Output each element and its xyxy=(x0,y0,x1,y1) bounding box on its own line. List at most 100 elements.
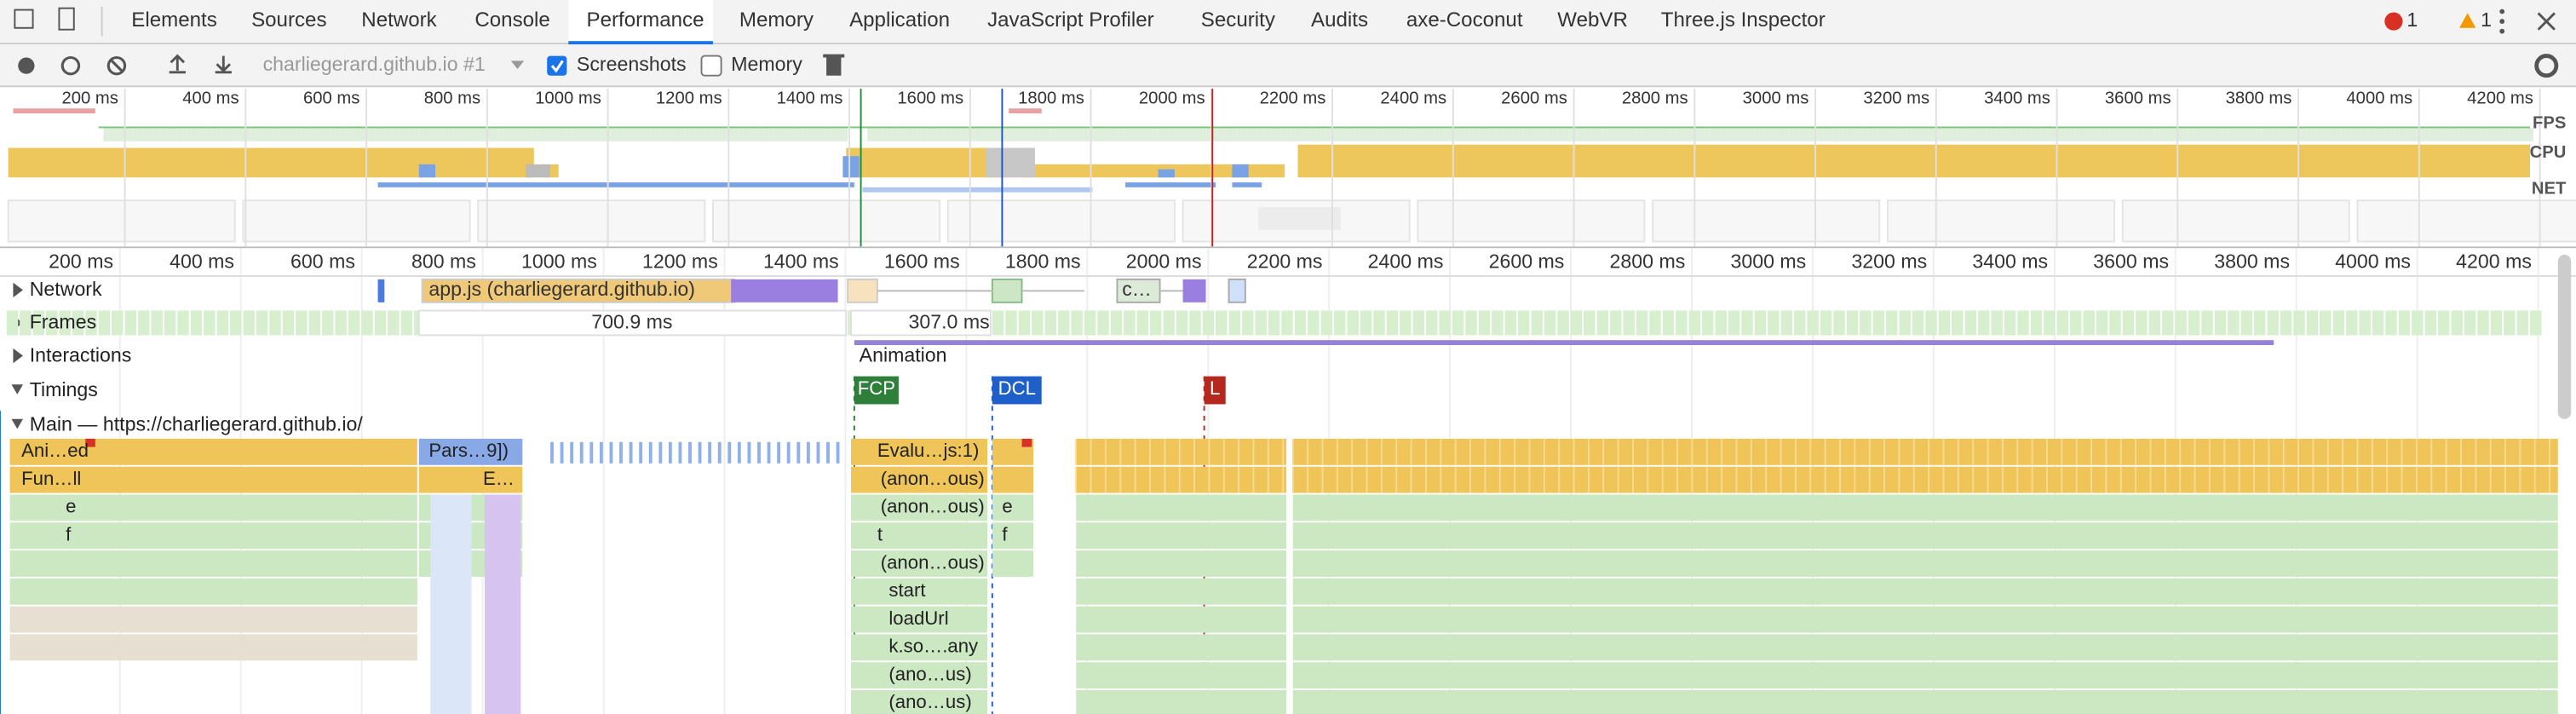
shape xyxy=(961,128,966,141)
track-title[interactable]: Network xyxy=(29,277,102,301)
flame-entry: (anon…ous) xyxy=(880,497,985,517)
shape xyxy=(2508,128,2514,141)
overview-tick: 3800 ms xyxy=(2225,89,2292,109)
shape xyxy=(1469,128,1474,141)
shape xyxy=(1276,128,1282,141)
screenshots-checkbox[interactable] xyxy=(547,55,567,76)
shape xyxy=(1465,310,1477,336)
warning-count: 1 xyxy=(2481,8,2493,32)
tab[interactable]: Security xyxy=(1200,8,1275,32)
tab[interactable]: Memory xyxy=(739,8,814,32)
shape xyxy=(98,126,2530,129)
tab[interactable]: Application xyxy=(849,8,951,32)
timeline-tick: 1000 ms xyxy=(521,250,597,274)
expand-arrow[interactable] xyxy=(11,418,23,429)
shape xyxy=(1936,128,1942,141)
load-button[interactable] xyxy=(169,54,186,74)
shape xyxy=(641,128,646,141)
shape xyxy=(1611,128,1617,141)
shape xyxy=(2121,199,2350,243)
tab[interactable]: Audits xyxy=(1310,8,1369,32)
expand-arrow[interactable] xyxy=(11,384,23,394)
shape xyxy=(532,128,538,141)
shape xyxy=(300,128,306,141)
shape xyxy=(344,128,350,141)
shape xyxy=(1833,310,1845,336)
shape xyxy=(137,310,150,336)
clear-button[interactable] xyxy=(106,55,127,76)
device-icon[interactable] xyxy=(58,7,75,31)
tab[interactable]: Three.js Inspector xyxy=(1660,8,1826,32)
tab[interactable]: Sources xyxy=(251,8,327,32)
shape xyxy=(827,128,833,141)
timeline-tick: 2400 ms xyxy=(1367,250,1444,274)
shape xyxy=(388,310,400,336)
timeline-tick: 4000 ms xyxy=(2335,250,2411,274)
shape xyxy=(1268,310,1280,336)
shape xyxy=(1158,128,1164,141)
shape xyxy=(599,441,603,464)
shape xyxy=(2025,128,2031,141)
settings-button[interactable] xyxy=(2534,54,2559,78)
shape xyxy=(2316,128,2322,141)
save-button[interactable] xyxy=(215,55,232,74)
record-button[interactable] xyxy=(18,57,35,74)
overview-tick: 3200 ms xyxy=(1863,89,1930,109)
shape xyxy=(556,128,562,141)
shape xyxy=(2136,310,2148,336)
close-button[interactable] xyxy=(2537,12,2556,31)
reload-button[interactable] xyxy=(60,55,81,76)
tab[interactable]: JavaScript Profiler xyxy=(987,8,1154,32)
shape xyxy=(1586,128,1592,141)
shape xyxy=(2175,310,2187,336)
shape xyxy=(1076,578,1287,605)
shape xyxy=(1076,550,1287,577)
overview-tick: 2400 ms xyxy=(1380,89,1447,109)
shape xyxy=(1488,128,1494,141)
memory-checkbox[interactable] xyxy=(700,55,722,77)
expand-arrow[interactable] xyxy=(13,282,23,298)
shape xyxy=(1097,310,1109,336)
expand-arrow[interactable] xyxy=(13,348,23,364)
timeline-tick: 3200 ms xyxy=(1851,250,1928,274)
shape xyxy=(369,128,375,141)
tab[interactable]: Elements xyxy=(131,8,217,32)
shape xyxy=(1754,310,1767,336)
tab[interactable]: Console xyxy=(474,8,550,32)
overview-tick: 1000 ms xyxy=(535,89,601,109)
shape xyxy=(1320,310,1333,336)
shape xyxy=(754,128,759,141)
shape xyxy=(1547,128,1553,141)
tab[interactable]: WebVR xyxy=(1557,8,1628,32)
tab[interactable]: Performance xyxy=(586,8,704,32)
track-title[interactable]: Main — https://charliegerard.github.io/ xyxy=(29,412,363,436)
track-title[interactable]: Frames xyxy=(29,310,97,334)
shape xyxy=(128,128,134,141)
shape xyxy=(1189,310,1201,336)
track-title[interactable]: Timings xyxy=(29,377,98,401)
shape xyxy=(1966,128,1972,141)
inspect-icon[interactable] xyxy=(14,9,34,29)
shape xyxy=(1057,310,1070,336)
flame-entry: Pars…9]) xyxy=(428,440,509,461)
shape xyxy=(271,128,276,141)
shape xyxy=(1294,310,1307,336)
shape xyxy=(1232,128,1238,141)
shape xyxy=(1256,128,1262,141)
shape xyxy=(430,494,472,714)
tab[interactable]: axe-Coconut xyxy=(1406,8,1523,32)
track-title[interactable]: Interactions xyxy=(29,343,132,367)
shape xyxy=(2395,128,2401,141)
shape xyxy=(296,310,308,336)
shape xyxy=(561,128,567,141)
shape xyxy=(1116,278,1161,303)
shape xyxy=(2000,128,2006,141)
tab[interactable]: Network xyxy=(361,8,437,32)
shape xyxy=(1793,128,1799,141)
gc-button[interactable] xyxy=(826,57,842,76)
shape xyxy=(586,128,592,141)
shape xyxy=(206,128,212,141)
shape xyxy=(719,128,725,141)
target-select[interactable]: charliegerard.github.io #1 xyxy=(262,52,486,76)
shape xyxy=(850,522,988,550)
